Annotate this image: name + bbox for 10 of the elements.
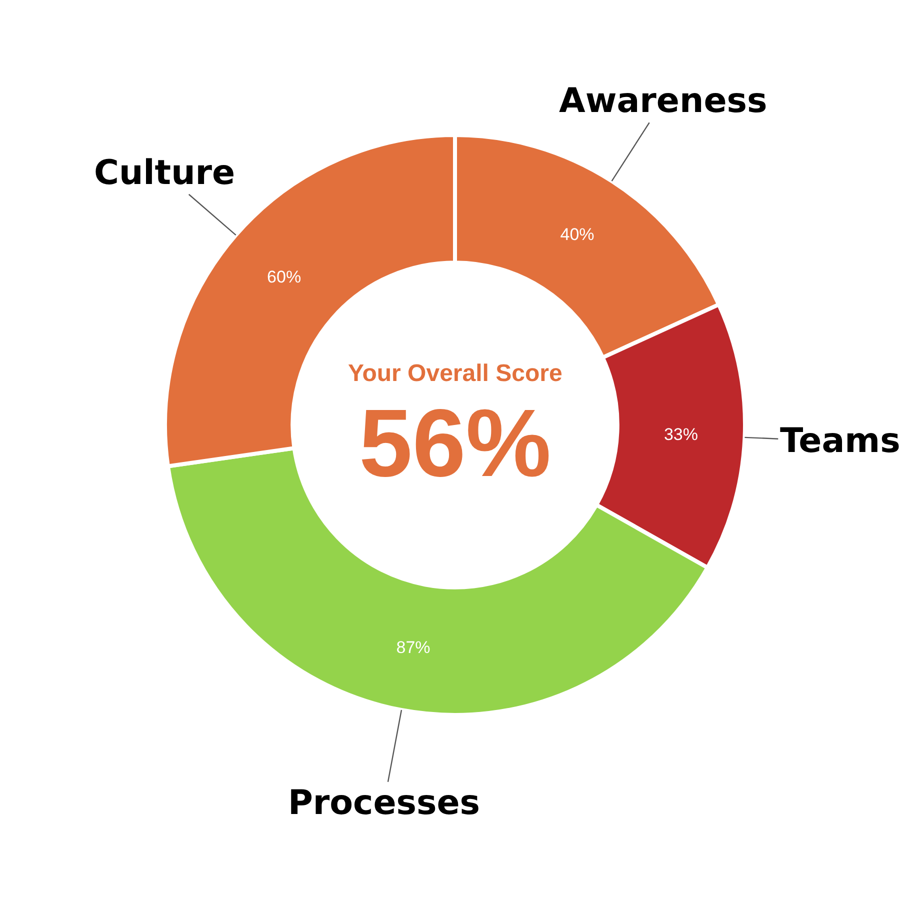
- data-label: 40%: [560, 225, 594, 244]
- slice-label: Processes: [288, 783, 480, 823]
- data-label: 33%: [664, 425, 698, 444]
- slice-label: Culture: [94, 153, 236, 193]
- slice-label: Teams: [780, 421, 900, 461]
- text: 56%: [359, 390, 552, 497]
- text: Your Overall Score: [348, 360, 562, 387]
- slice-label: Awareness: [559, 81, 768, 121]
- data-label: 60%: [267, 267, 302, 286]
- data-label: 87%: [396, 638, 430, 657]
